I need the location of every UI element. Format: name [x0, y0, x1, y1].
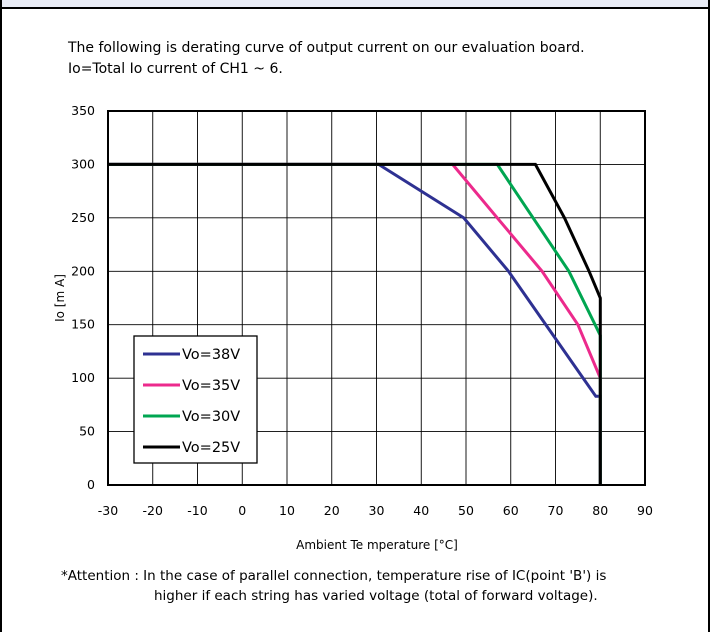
x-tick-label: 90 [637, 503, 653, 518]
intro-line-2: Io=Total Io current of CH1 ~ 6. [68, 61, 283, 77]
y-tick-label: 50 [79, 424, 95, 439]
x-tick-label: 10 [279, 503, 295, 518]
legend-box [133, 335, 258, 464]
x-tick-label: 50 [458, 503, 474, 518]
series-line-3 [108, 162, 602, 485]
attention-note-line-2: higher if each string has varied voltage… [154, 588, 598, 604]
plot-border [107, 110, 646, 486]
series-lines [108, 162, 602, 485]
x-tick-label: -20 [143, 503, 163, 518]
x-tick-label: 40 [413, 503, 429, 518]
legend-label: Vo=30V [182, 409, 240, 425]
legend-label: Vo=35V [182, 378, 240, 394]
x-tick-label: 60 [503, 503, 519, 518]
intro-line-1: The following is derating curve of outpu… [68, 40, 585, 56]
x-tick-label: 0 [238, 503, 246, 518]
x-tick-label: -30 [98, 503, 118, 518]
legend-label: Vo=25V [182, 440, 240, 456]
y-tick-label: 250 [71, 210, 95, 225]
header-bar [0, 0, 710, 9]
y-tick-label: 150 [71, 317, 95, 332]
x-tick-labels: -30 -20 -10 0 10 20 30 40 50 60 70 80 90 [98, 503, 653, 518]
y-tick-labels: 0 50 100 150 200 250 300 350 [71, 103, 95, 492]
y-tick-label: 100 [71, 370, 95, 385]
y-tick-label: 0 [87, 477, 95, 492]
y-tick-label: 300 [71, 156, 95, 171]
legend: Vo=38V Vo=35V Vo=30V Vo=25V [133, 335, 258, 464]
x-tick-label: 30 [369, 503, 385, 518]
x-tick-label: 80 [592, 503, 608, 518]
attention-note-line-1: *Attention : In the case of parallel con… [61, 568, 607, 584]
y-tick-label: 350 [71, 103, 95, 118]
legend-label: Vo=38V [182, 347, 240, 363]
x-tick-label: 20 [324, 503, 340, 518]
y-tick-label: 200 [71, 263, 95, 278]
x-tick-label: 70 [548, 503, 564, 518]
y-axis-title: Io [m A] [53, 274, 67, 322]
x-tick-label: -10 [187, 503, 207, 518]
x-axis-title: Ambient Te mperature [°C] [296, 538, 458, 552]
